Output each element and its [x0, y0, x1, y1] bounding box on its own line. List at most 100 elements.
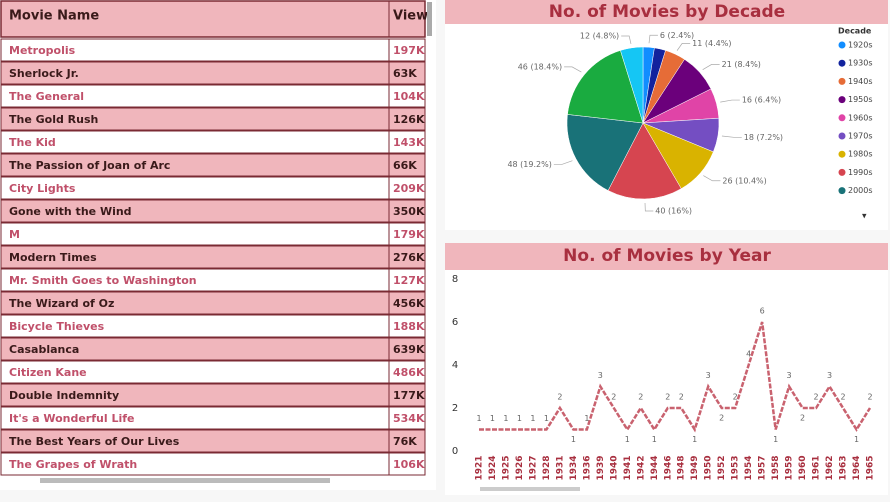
data-label: 1 [530, 414, 535, 423]
cell: Mr. Smith Goes to Washington [9, 274, 197, 287]
data-label: 21 (8.4%) [722, 60, 761, 69]
data-label: 6 [760, 307, 765, 316]
chart-title: No. of Movies by Year [563, 246, 771, 266]
x-tick-label: 1939 [596, 455, 606, 480]
leader-line [644, 202, 654, 212]
scrollbar[interactable] [480, 487, 580, 491]
data-label: 1 [692, 435, 697, 444]
table-row [0, 452, 426, 476]
cell: 143K [393, 136, 425, 149]
data-label: 1 [625, 435, 630, 444]
cell: 276K [393, 251, 425, 264]
legend-swatch [838, 187, 846, 195]
data-label: 3 [706, 371, 711, 380]
cell: 188K [393, 320, 425, 333]
data-label: 4 [746, 350, 751, 359]
x-tick-label: 1936 [582, 455, 592, 480]
x-tick-label: 1946 [663, 455, 673, 480]
data-label: 1 [584, 414, 589, 423]
cell: Sherlock Jr. [9, 67, 79, 80]
table-row [0, 245, 426, 269]
table-row [0, 61, 426, 85]
legend-label: 1920s [848, 41, 873, 50]
data-label: 2 [867, 393, 872, 402]
scrollbar[interactable] [40, 478, 330, 483]
legend-swatch [838, 77, 846, 85]
x-tick-label: 1934 [569, 455, 579, 480]
leader-line [676, 43, 691, 51]
cell: City Lights [9, 182, 76, 195]
x-tick-label: 1961 [812, 455, 822, 480]
cell: 350K [393, 205, 425, 218]
x-tick-label: 1926 [515, 455, 525, 480]
cell: M [9, 228, 20, 241]
legend-title: Decade [838, 27, 872, 36]
cell: The Grapes of Wrath [9, 458, 137, 471]
legend-label: 1950s [848, 95, 873, 104]
x-tick-label: 1950 [704, 455, 714, 480]
line-panel [445, 243, 888, 495]
pie-slice [620, 46, 644, 124]
data-label: 3 [787, 371, 792, 380]
legend-label: 1990s [848, 168, 873, 177]
scrollbar[interactable] [427, 2, 432, 36]
table-row [0, 38, 426, 62]
cell: The Passion of Joan of Arc [9, 159, 170, 172]
data-label: 12 (4.8%) [580, 31, 619, 40]
legend-label: 2000s [848, 186, 873, 195]
data-label: 3 [598, 371, 603, 380]
x-tick-label: 1925 [501, 455, 511, 480]
y-tick-label: 8 [452, 274, 458, 285]
table-row [0, 153, 426, 177]
table-row [0, 222, 426, 246]
table-row [0, 383, 426, 407]
data-label: 2 [800, 414, 805, 423]
title-band [445, 0, 888, 24]
x-tick-label: 1954 [744, 455, 754, 480]
leader-line [703, 175, 721, 182]
x-tick-label: 1965 [866, 455, 876, 480]
legend-scroll-arrow[interactable]: ▾ [862, 212, 867, 222]
y-tick-label: 0 [452, 446, 458, 457]
chart-title: No. of Movies by Decade [549, 2, 785, 22]
x-tick-label: 1959 [785, 455, 795, 480]
data-label: 6 (2.4%) [660, 31, 694, 40]
data-label: 1 [490, 414, 495, 423]
legend-swatch [838, 59, 846, 67]
table-row [0, 84, 426, 108]
cell: The General [9, 90, 84, 103]
cell: 104K [393, 90, 425, 103]
cell: 639K [393, 343, 425, 356]
leader-line [721, 135, 742, 138]
data-label: 2 [719, 414, 724, 423]
data-label: 2 [814, 393, 819, 402]
cell: The Wizard of Oz [9, 297, 114, 310]
x-tick-label: 1963 [839, 455, 849, 480]
cell: The Gold Rush [9, 113, 98, 126]
data-label: 1 [854, 435, 859, 444]
title-band [445, 243, 888, 270]
pie-slice [566, 114, 644, 191]
table-header [0, 0, 426, 38]
table-row [0, 406, 426, 430]
x-tick-label: 1962 [825, 455, 835, 480]
data-label: 2 [679, 393, 684, 402]
cell: Citizen Kane [9, 366, 87, 379]
y-tick-label: 2 [452, 403, 458, 414]
data-label: 1 [476, 414, 481, 423]
x-tick-label: 1944 [650, 455, 660, 480]
x-tick-label: 1960 [798, 455, 808, 480]
data-label: 1 [773, 435, 778, 444]
cell: 76K [393, 435, 417, 448]
cell: Metropolis [9, 44, 76, 57]
cell: Gone with the Wind [9, 205, 132, 218]
data-label: 2 [557, 393, 562, 402]
table-row [0, 199, 426, 223]
data-label: 2 [665, 393, 670, 402]
x-tick-label: 1948 [677, 455, 687, 480]
legend-swatch [838, 41, 846, 49]
data-label: 48 (19.2%) [507, 160, 551, 169]
leader-line [702, 64, 720, 71]
legend-swatch [838, 168, 846, 176]
